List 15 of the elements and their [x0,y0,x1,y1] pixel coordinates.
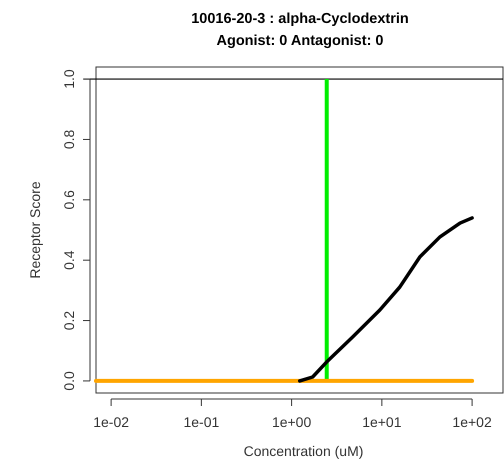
chart-subtitle: Agonist: 0 Antagonist: 0 [216,33,384,49]
y-tick-label: 0.6 [61,190,77,210]
y-tick-label: 0.4 [61,250,77,270]
y-tick-label: 0.2 [61,310,77,330]
y-tick-label: 0.8 [61,130,77,150]
y-tick-label: 1.0 [61,69,77,89]
y-axis-title: Receptor Score [27,181,43,279]
x-tick-label: 1e-01 [183,414,220,430]
chart-title: 10016-20-3 : alpha-Cyclodextrin [191,11,409,27]
x-axis-title: Concentration (uM) [244,443,364,459]
x-tick-label: 1e+02 [452,414,492,430]
y-tick-label: 0.0 [61,370,77,391]
x-tick-label: 1e+01 [362,414,402,430]
x-tick-label: 1e-02 [93,414,130,430]
x-tick-label: 1e+00 [272,414,312,430]
